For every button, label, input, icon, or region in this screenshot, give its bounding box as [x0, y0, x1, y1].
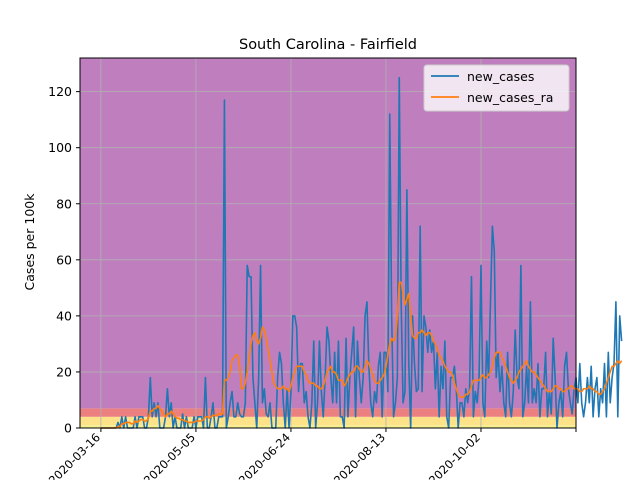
y-tick-label-0: 0: [64, 421, 72, 436]
x-tick-label-1: 2020-05-05: [141, 430, 198, 480]
y-tick-label-60: 60: [56, 252, 72, 267]
y-axis-ticks: 0 20 40 60 80 100 120: [48, 84, 80, 436]
band-1: [80, 416, 576, 426]
y-tick-label-20: 20: [56, 364, 72, 379]
y-axis-label: Cases per 100k: [22, 193, 37, 291]
band-2: [80, 408, 576, 417]
series-line-new_cases_ra: [100, 281, 623, 429]
band-0: [80, 425, 576, 428]
x-axis-ticks: 2020-03-16 2020-05-05 2020-06-24 2020-08-13…: [46, 428, 577, 480]
y-tick-label-80: 80: [56, 196, 72, 211]
series-line-new_cases: [100, 76, 623, 429]
legend-label-new-cases-ra: new_cases_ra: [467, 90, 553, 105]
legend: new_cases new_cases_ra: [423, 64, 570, 112]
y-tick-label-120: 120: [48, 84, 72, 99]
x-tick-label-4: 2020-10-02: [426, 430, 483, 480]
y-tick-label-100: 100: [48, 140, 72, 155]
x-tick-label-0: 2020-03-16: [46, 430, 103, 480]
legend-box: [423, 64, 570, 112]
y-tick-label-40: 40: [56, 308, 72, 323]
x-tick-label-2: 2020-06-24: [236, 430, 293, 480]
chart-title: South Carolina - Fairfield: [239, 37, 417, 53]
legend-label-new-cases: new_cases: [467, 69, 534, 84]
x-tick-label-3: 2020-08-13: [331, 430, 388, 480]
plot-frame: [79, 57, 577, 429]
data-series: [100, 76, 623, 429]
